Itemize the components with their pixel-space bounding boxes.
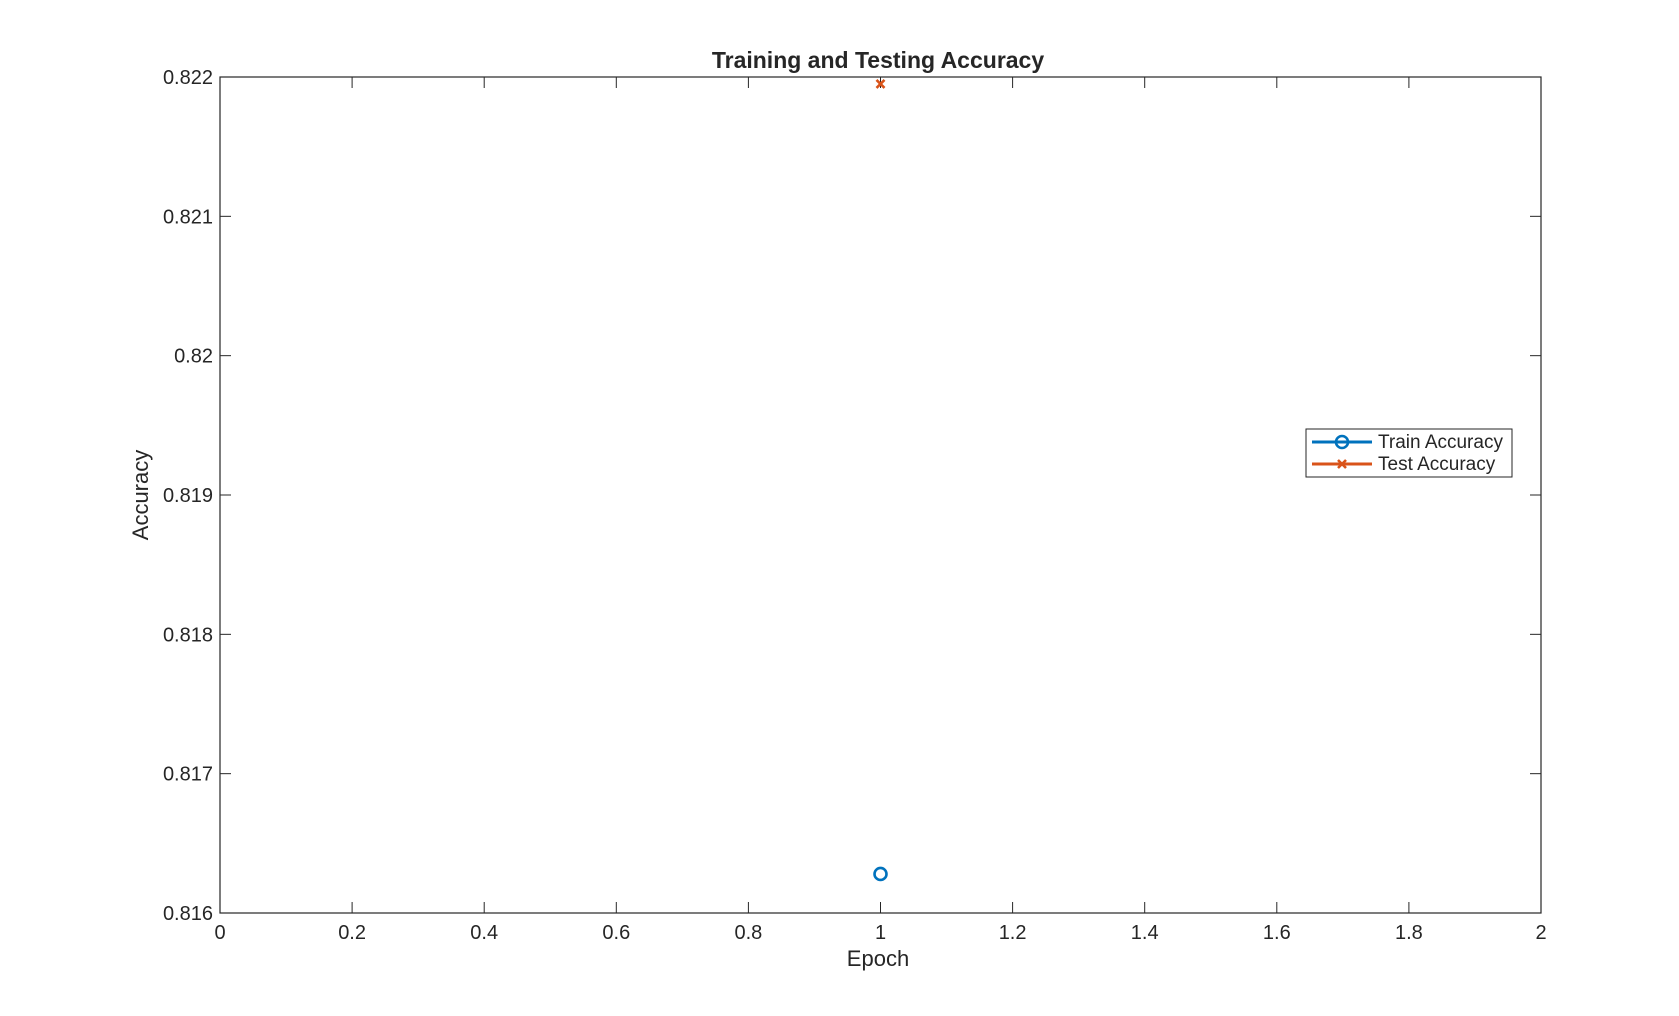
axes: 0 0.2 0.4 0.6 0.8 1 1.2 1.4 1.6 1.8 2 0.816 0.817 0.8…	[163, 67, 1547, 944]
y-tick-label: 0.816	[163, 903, 213, 925]
y-tick-label: 0.82	[174, 346, 213, 368]
x-tick-label: 1.8	[1395, 922, 1423, 944]
y-tick-label: 0.818	[163, 624, 213, 646]
plot-area	[873, 79, 888, 882]
x-tick-label: 1	[875, 922, 886, 944]
plot-frame	[219, 76, 1542, 914]
y-axis-label: Accuracy	[128, 450, 153, 540]
y-tick-label: 0.819	[163, 485, 213, 507]
x-tick-label: 1.4	[1131, 922, 1159, 944]
test-accuracy-point-stroke	[875, 79, 886, 89]
x-tick-label: 0.4	[470, 922, 498, 944]
chart-title: Training and Testing Accuracy	[712, 47, 1045, 73]
x-tick-label: 0.6	[602, 922, 630, 944]
legend-marker-test-accuracy-stroke	[1337, 459, 1347, 469]
x-tick-label: 1.2	[999, 922, 1027, 944]
legend-label-test-accuracy: Test Accuracy	[1378, 454, 1496, 475]
x-tick-label: 0.8	[734, 922, 762, 944]
train-accuracy-point	[873, 866, 888, 882]
x-tick-label: 1.6	[1263, 922, 1291, 944]
x-tick-label: 2	[1535, 922, 1546, 944]
test-accuracy-point	[875, 79, 886, 89]
legend-marker-train-accuracy	[1334, 434, 1350, 450]
y-tick-label: 0.821	[163, 206, 213, 228]
legend-marker-test-accuracy	[1337, 459, 1347, 469]
x-axis-label: Epoch	[847, 946, 909, 971]
legend-label-train-accuracy: Train Accuracy	[1378, 432, 1503, 453]
y-tick-label: 0.817	[163, 764, 213, 786]
x-tick-label: 0.2	[338, 922, 366, 944]
y-tick-label: 0.822	[163, 67, 213, 89]
x-tick-label: 0	[214, 922, 225, 944]
